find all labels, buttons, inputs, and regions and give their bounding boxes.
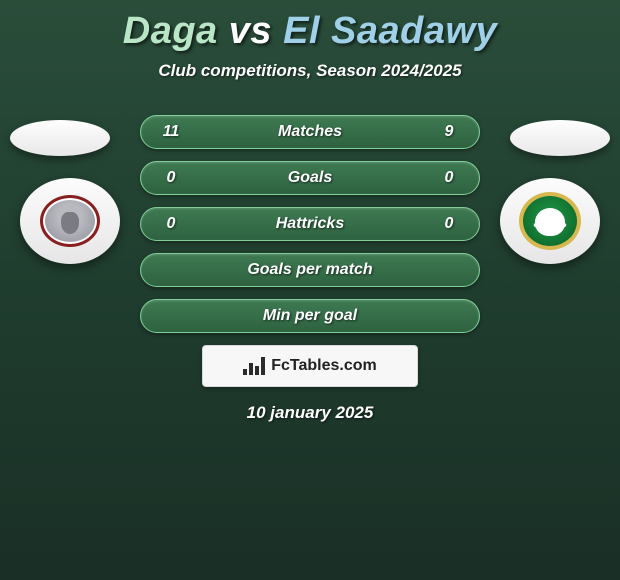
club-left-badge bbox=[20, 178, 120, 264]
vs-text: vs bbox=[229, 10, 272, 52]
stat-label: Matches bbox=[183, 123, 437, 141]
club-right-badge bbox=[500, 178, 600, 264]
stat-label: Goals bbox=[183, 169, 437, 187]
stat-label: Min per goal bbox=[183, 307, 437, 325]
player2-name: El Saadawy bbox=[283, 10, 497, 52]
stat-row-goals: 0 Goals 0 bbox=[140, 161, 480, 195]
stat-left-value: 0 bbox=[159, 215, 183, 233]
elephant-crest-icon bbox=[40, 195, 100, 247]
subtitle: Club competitions, Season 2024/2025 bbox=[0, 61, 620, 81]
eagle-crest-icon bbox=[519, 192, 581, 250]
stat-row-matches: 11 Matches 9 bbox=[140, 115, 480, 149]
stat-label: Hattricks bbox=[183, 215, 437, 233]
stat-right-value: 0 bbox=[437, 169, 461, 187]
brand-text: FcTables.com bbox=[271, 357, 377, 375]
date-text: 10 january 2025 bbox=[0, 403, 620, 423]
stat-label: Goals per match bbox=[183, 261, 437, 279]
stats-rows: 11 Matches 9 0 Goals 0 0 Hattricks 0 Goa… bbox=[140, 115, 480, 333]
brand-box[interactable]: FcTables.com bbox=[202, 345, 418, 387]
player1-name: Daga bbox=[123, 10, 218, 52]
bar-chart-icon bbox=[243, 357, 265, 375]
stat-row-hattricks: 0 Hattricks 0 bbox=[140, 207, 480, 241]
stat-left-value: 11 bbox=[159, 123, 183, 141]
flag-right-placeholder bbox=[510, 120, 610, 156]
flag-left-placeholder bbox=[10, 120, 110, 156]
stat-right-value: 0 bbox=[437, 215, 461, 233]
stat-row-goals-per-match: Goals per match bbox=[140, 253, 480, 287]
stat-row-min-per-goal: Min per goal bbox=[140, 299, 480, 333]
stat-right-value: 9 bbox=[437, 123, 461, 141]
stat-left-value: 0 bbox=[159, 169, 183, 187]
page-title: Daga vs El Saadawy bbox=[0, 0, 620, 53]
